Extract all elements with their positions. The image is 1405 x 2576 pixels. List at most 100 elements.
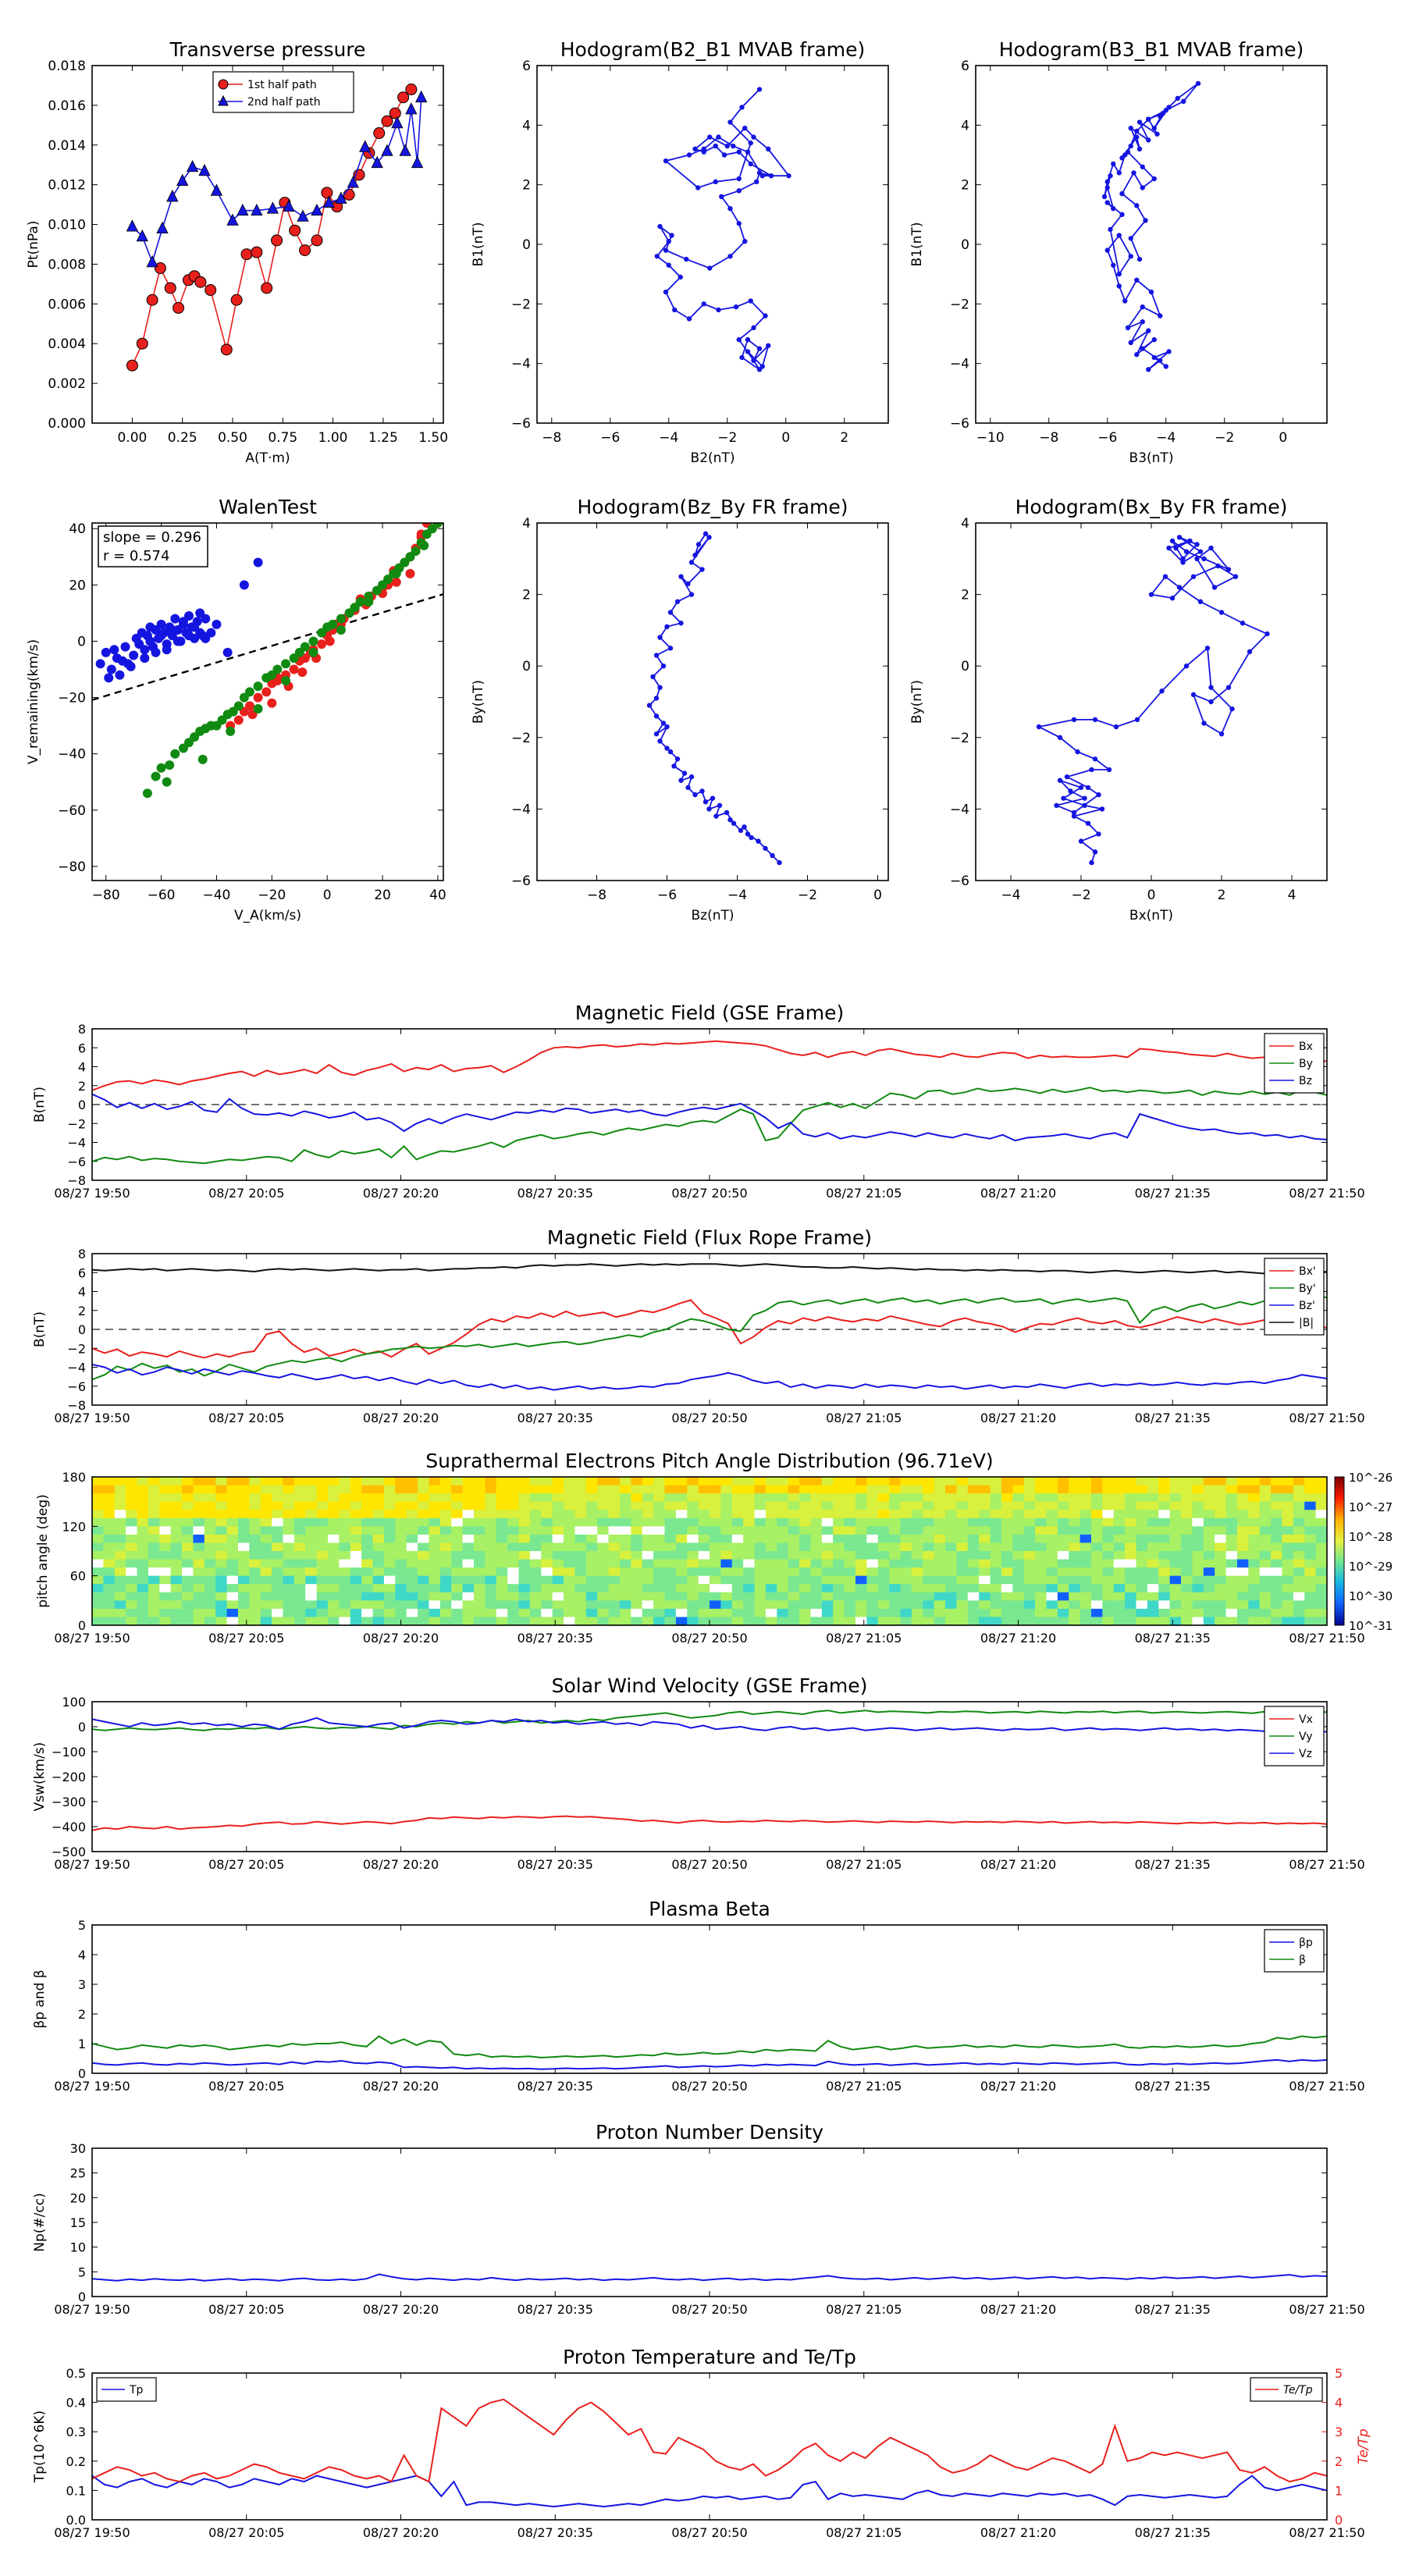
heatmap-cell	[1248, 1493, 1261, 1503]
y-tick-label: 15	[70, 2215, 86, 2230]
heatmap-cell	[777, 1526, 789, 1535]
heatmap-cell	[226, 1584, 239, 1593]
heatmap-cell	[159, 1567, 172, 1577]
heatmap-cell	[664, 1510, 677, 1519]
heatmap-cell	[1293, 1493, 1305, 1503]
heatmap-cell	[731, 1501, 744, 1510]
heatmap-cell	[272, 1559, 284, 1568]
heatmap-cell	[754, 1575, 767, 1585]
plot-area	[654, 87, 791, 372]
heatmap-cell	[631, 1551, 643, 1560]
heatmap-cell	[597, 1584, 610, 1593]
x-tick-label: 08/27 20:50	[671, 1857, 747, 1872]
heatmap-cell	[1158, 1584, 1171, 1593]
heatmap-cell	[383, 1477, 396, 1486]
heatmap-cell	[429, 1526, 441, 1535]
heatmap-cell	[372, 1617, 385, 1626]
y-tick-label: 25	[70, 2166, 86, 2181]
heatmap-cell	[1147, 1542, 1159, 1552]
heatmap-cell	[1113, 1600, 1126, 1610]
data-point	[322, 195, 336, 208]
heatmap-cell	[799, 1584, 812, 1593]
heatmap-cell	[821, 1510, 834, 1519]
heatmap-cell	[429, 1608, 441, 1618]
series-line-Vz	[92, 1717, 1327, 1734]
heatmap-cell	[799, 1551, 812, 1560]
heatmap-cell	[1035, 1559, 1048, 1568]
heatmap-cell	[1001, 1510, 1013, 1519]
legend-label: 1st half path	[247, 79, 317, 91]
heatmap-cell	[1090, 1526, 1103, 1535]
data-point	[1197, 549, 1204, 554]
heatmap-cell	[698, 1559, 710, 1568]
heatmap-cell	[653, 1526, 666, 1535]
data-point	[657, 738, 663, 744]
heatmap-cell	[1271, 1493, 1283, 1503]
heatmap-cell	[788, 1542, 800, 1552]
heatmap-cell	[967, 1485, 980, 1494]
heatmap-cell	[1259, 1485, 1272, 1494]
heatmap-cell	[877, 1617, 890, 1626]
data-point	[151, 647, 161, 657]
series-line-By	[92, 1087, 1327, 1165]
heatmap-cell	[1158, 1559, 1171, 1568]
series-line-Vy	[92, 1710, 1327, 1731]
heatmap-cell	[361, 1617, 374, 1626]
heatmap-cell	[810, 1477, 823, 1486]
heatmap-cell	[114, 1575, 126, 1585]
heatmap-cell	[1102, 1534, 1115, 1544]
heatmap-cell	[585, 1485, 598, 1494]
heatmap-cell	[1304, 1575, 1317, 1585]
heatmap-cell	[1315, 1517, 1328, 1527]
data-point	[1131, 170, 1136, 176]
heatmap-cell	[226, 1592, 239, 1601]
data-point	[1113, 724, 1119, 730]
x-tick-label: 08/27 20:35	[518, 1631, 593, 1646]
heatmap-cell	[788, 1477, 800, 1486]
heatmap-cell	[518, 1501, 531, 1510]
heatmap-cell	[788, 1575, 800, 1585]
heatmap-cell	[564, 1575, 576, 1585]
heatmap-cell	[574, 1584, 587, 1593]
heatmap-cell	[1080, 1584, 1092, 1593]
heatmap-cell	[844, 1477, 856, 1486]
heatmap-cell	[507, 1526, 520, 1535]
heatmap-cell	[148, 1608, 160, 1618]
heatmap-cell	[1158, 1526, 1171, 1535]
heatmap-cell	[1282, 1592, 1294, 1601]
heatmap-cell	[900, 1517, 912, 1527]
heatmap-cell	[293, 1542, 306, 1552]
heatmap-cell	[418, 1600, 430, 1610]
y-tick-label: 2	[961, 588, 969, 603]
heatmap-cell	[900, 1608, 912, 1618]
heatmap-cell	[1282, 1567, 1294, 1577]
heatmap-cell	[810, 1584, 823, 1593]
heatmap-cell	[226, 1526, 239, 1535]
x-tick-label: 4	[1288, 888, 1297, 903]
heatmap-cell	[316, 1534, 329, 1544]
heatmap-cell	[631, 1534, 643, 1544]
heatmap-cell	[1304, 1551, 1317, 1560]
data-point	[176, 173, 189, 186]
heatmap-cell	[653, 1567, 666, 1577]
heatmap-cell	[1125, 1493, 1137, 1503]
heatmap-cell	[810, 1600, 823, 1610]
heatmap-cell	[777, 1567, 789, 1577]
heatmap-cell	[226, 1534, 239, 1544]
heatmap-cell	[877, 1501, 890, 1510]
y-tick-label: 8	[78, 1022, 86, 1037]
heatmap-cell	[923, 1517, 935, 1527]
heatmap-cell	[159, 1493, 172, 1503]
heatmap-cell	[653, 1510, 666, 1519]
heatmap-cell	[552, 1510, 564, 1519]
heatmap-cell	[496, 1517, 508, 1527]
heatmap-cell	[1090, 1559, 1103, 1568]
heatmap-cell	[1315, 1584, 1328, 1593]
heatmap-cell	[844, 1485, 856, 1494]
heatmap-cell	[1147, 1608, 1159, 1618]
heatmap-cell	[518, 1493, 531, 1503]
heatmap-cell	[485, 1567, 497, 1577]
heatmap-cell	[710, 1608, 721, 1618]
data-point	[197, 754, 208, 764]
heatmap-cell	[529, 1501, 542, 1510]
